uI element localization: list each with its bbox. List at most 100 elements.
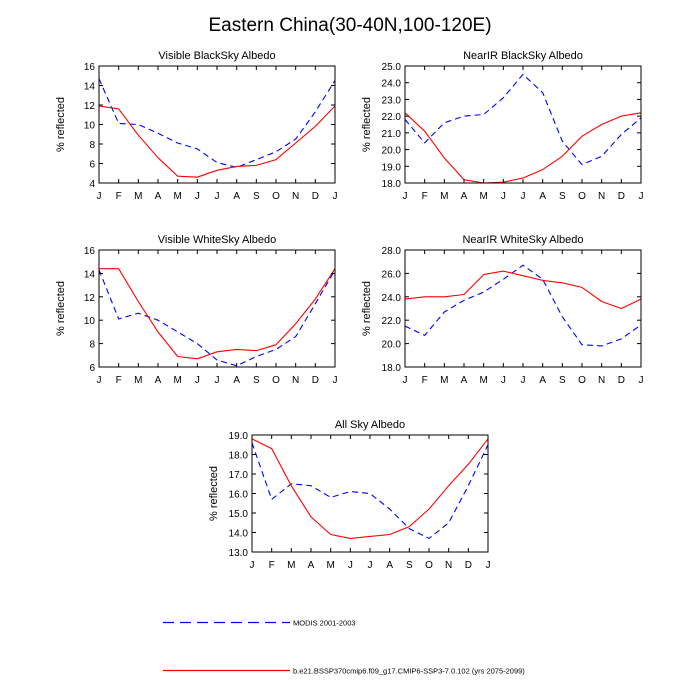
y-tick-label-visible-whitesky-0: 6 (89, 363, 95, 374)
x-tick-label-nearir-whitesky-9: O (578, 375, 586, 386)
panel-title-nearir-blacksky: NearIR BlackSky Albedo (463, 50, 583, 62)
y-axis-label-nearir-blacksky: % reflected (361, 97, 373, 152)
x-tick-label-nearir-whitesky-11: D (618, 375, 625, 386)
x-tick-label-nearir-blacksky-12: J (639, 191, 644, 202)
x-tick-label-visible-blacksky-7: A (233, 191, 240, 202)
y-axis-label-nearir-whitesky: % reflected (361, 281, 373, 336)
x-tick-label-all-sky-1: F (269, 560, 275, 571)
x-tick-label-nearir-whitesky-5: J (501, 375, 506, 386)
x-tick-label-visible-blacksky-12: J (333, 191, 338, 202)
x-tick-label-visible-whitesky-6: J (215, 375, 220, 386)
x-tick-label-visible-whitesky-8: S (253, 375, 260, 386)
y-tick-label-visible-whitesky-3: 12 (84, 293, 96, 304)
y-axis-label-all-sky: % reflected (208, 466, 220, 521)
series-model-visible-blacksky (98, 105, 336, 178)
series-modis-nearir-whitesky (404, 264, 642, 347)
x-tick-label-visible-whitesky-10: N (292, 375, 299, 386)
series-model-all-sky (251, 438, 489, 539)
y-tick-label-visible-blacksky-5: 14 (84, 82, 96, 93)
x-tick-label-all-sky-9: O (425, 560, 433, 571)
x-tick-label-visible-blacksky-1: F (116, 191, 122, 202)
x-tick-label-all-sky-10: N (445, 560, 452, 571)
x-tick-label-nearir-blacksky-5: J (501, 191, 506, 202)
y-tick-label-nearir-blacksky-0: 18.0 (382, 179, 402, 190)
x-tick-label-all-sky-4: M (326, 560, 334, 571)
panel-title-all-sky: All Sky Albedo (335, 419, 405, 431)
x-tick-label-all-sky-2: M (287, 560, 295, 571)
x-tick-label-visible-blacksky-6: J (215, 191, 220, 202)
y-tick-label-all-sky-2: 15.0 (229, 509, 249, 520)
x-tick-label-all-sky-6: J (368, 560, 373, 571)
x-tick-label-nearir-blacksky-10: N (598, 191, 605, 202)
plot-frame-nearir-whitesky (404, 249, 642, 368)
x-tick-label-nearir-blacksky-0: J (403, 191, 408, 202)
x-tick-label-visible-blacksky-10: N (292, 191, 299, 202)
x-tick-label-nearir-whitesky-10: N (598, 375, 605, 386)
y-tick-label-all-sky-3: 16.0 (229, 490, 249, 501)
x-tick-label-all-sky-8: S (406, 560, 413, 571)
x-tick-label-nearir-blacksky-11: D (618, 191, 625, 202)
y-tick-label-visible-blacksky-1: 6 (89, 160, 95, 171)
x-tick-label-nearir-blacksky-6: J (521, 191, 526, 202)
x-tick-label-visible-whitesky-7: A (233, 375, 240, 386)
x-tick-label-visible-blacksky-5: J (195, 191, 200, 202)
x-tick-label-visible-whitesky-0: J (97, 375, 102, 386)
x-tick-label-visible-blacksky-0: J (97, 191, 102, 202)
x-tick-label-all-sky-7: A (386, 560, 393, 571)
x-tick-label-all-sky-12: J (486, 560, 491, 571)
x-tick-label-nearir-whitesky-8: S (559, 375, 566, 386)
x-tick-label-nearir-blacksky-1: F (422, 191, 428, 202)
x-tick-label-visible-whitesky-4: M (173, 375, 181, 386)
x-tick-label-visible-whitesky-11: D (312, 375, 319, 386)
y-tick-label-nearir-blacksky-1: 19.0 (382, 162, 402, 173)
x-tick-label-visible-whitesky-1: F (116, 375, 122, 386)
panel-title-visible-blacksky: Visible BlackSky Albedo (158, 50, 275, 62)
x-tick-label-nearir-whitesky-2: M (440, 375, 448, 386)
series-model-nearir-blacksky (404, 112, 642, 184)
panel-title-visible-whitesky: Visible WhiteSky Albedo (158, 234, 276, 246)
x-tick-label-nearir-blacksky-3: A (461, 191, 468, 202)
y-tick-label-nearir-blacksky-6: 24.0 (382, 79, 402, 90)
series-model-visible-whitesky (99, 268, 336, 360)
plot-frame-nearir-blacksky (404, 65, 642, 184)
y-tick-label-nearir-blacksky-4: 22.0 (382, 112, 402, 123)
y-tick-label-visible-blacksky-6: 16 (84, 62, 96, 73)
x-tick-label-nearir-whitesky-6: J (521, 375, 526, 386)
series-model-nearir-whitesky (404, 270, 642, 310)
y-tick-label-visible-blacksky-0: 4 (89, 179, 95, 190)
y-tick-label-all-sky-4: 17.0 (229, 470, 249, 481)
x-tick-label-nearir-whitesky-4: M (479, 375, 487, 386)
y-tick-label-visible-blacksky-4: 12 (84, 101, 96, 112)
panel-title-nearir-whitesky: NearIR WhiteSky Albedo (462, 234, 583, 246)
x-tick-label-nearir-whitesky-0: J (403, 375, 408, 386)
y-tick-label-all-sky-1: 14.0 (229, 529, 249, 540)
legend-obs-label: MODIS 2001-2003 (293, 619, 356, 628)
y-tick-label-nearir-blacksky-3: 21.0 (382, 129, 402, 140)
y-tick-label-nearir-blacksky-7: 25.0 (382, 62, 402, 73)
series-modis-all-sky (251, 442, 489, 539)
x-tick-label-nearir-blacksky-8: S (559, 191, 566, 202)
x-tick-label-visible-whitesky-12: J (333, 375, 338, 386)
y-tick-label-visible-blacksky-3: 10 (84, 121, 96, 132)
x-tick-label-all-sky-0: J (250, 560, 255, 571)
legend: MODIS 2001-2003 b.e21.BSSP370cmip6.f09_g… (163, 619, 525, 676)
series-modis-visible-whitesky (98, 269, 336, 367)
x-tick-label-nearir-blacksky-2: M (440, 191, 448, 202)
x-tick-label-nearir-blacksky-7: A (539, 191, 546, 202)
x-tick-label-all-sky-3: A (308, 560, 315, 571)
y-tick-label-all-sky-5: 18.0 (229, 451, 249, 462)
y-tick-label-nearir-whitesky-2: 22.0 (382, 316, 402, 327)
y-tick-label-all-sky-6: 19.0 (229, 431, 249, 442)
plot-frame-visible-whitesky (98, 249, 336, 368)
x-tick-label-visible-blacksky-11: D (312, 191, 319, 202)
x-tick-label-nearir-whitesky-3: A (461, 375, 468, 386)
y-tick-label-nearir-whitesky-0: 18.0 (382, 363, 402, 374)
y-tick-label-visible-blacksky-2: 8 (89, 140, 95, 151)
x-tick-label-all-sky-11: D (465, 560, 472, 571)
y-tick-label-nearir-whitesky-1: 20.0 (382, 340, 402, 351)
